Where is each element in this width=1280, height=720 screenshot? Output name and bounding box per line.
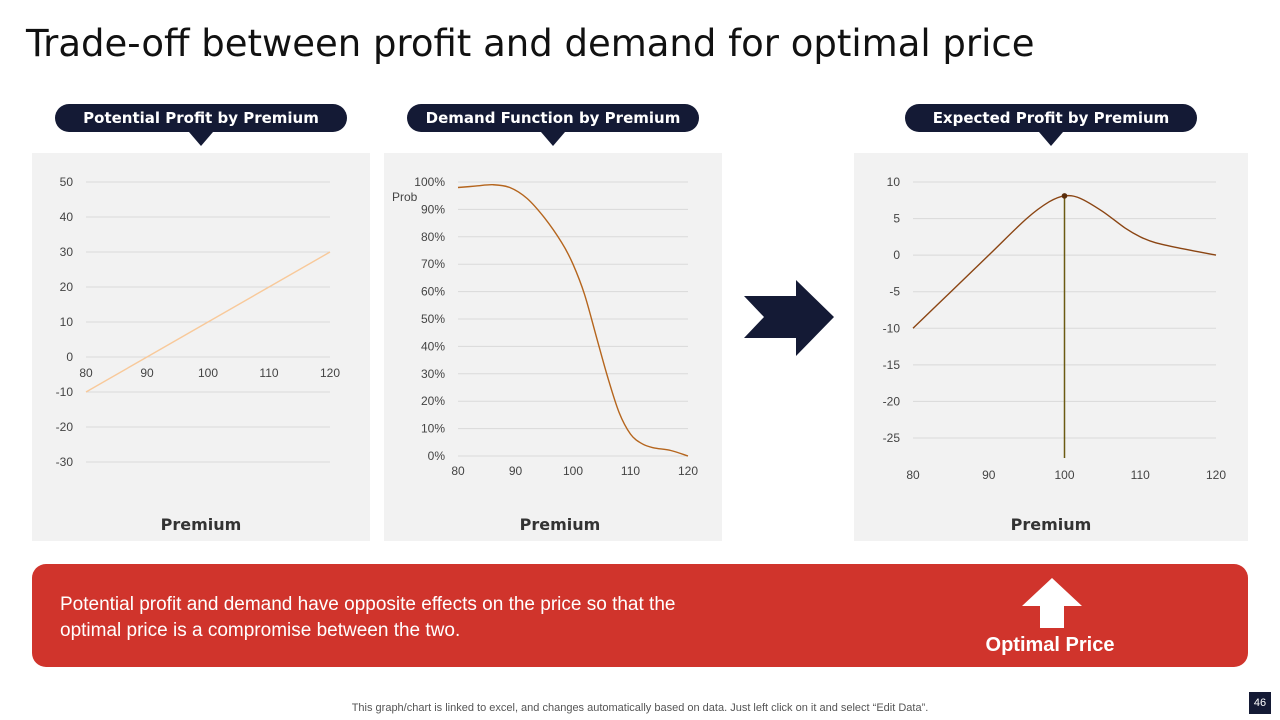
conclusion-banner: Potential profit and demand have opposit… — [32, 564, 1248, 667]
potential-profit-y-tick: 20 — [60, 280, 74, 294]
demand-function-series-line — [457, 183, 689, 457]
expected-profit-y-tick: -5 — [889, 285, 900, 299]
demand-function-y-tick: 50% — [421, 312, 445, 326]
potential-profit-y-tick: 50 — [60, 175, 74, 189]
demand-function-y-tick: 90% — [421, 202, 445, 216]
potential-profit-x-tick: 90 — [140, 366, 154, 380]
demand-function-y-tick: 30% — [421, 367, 445, 381]
potential-profit-y-tick: -10 — [56, 385, 74, 399]
right-arrow-icon — [744, 280, 834, 356]
demand-function-y-tick: 20% — [421, 394, 445, 408]
potential-profit-x-tick: 110 — [259, 366, 278, 380]
potential-profit-y-tick: -30 — [56, 455, 74, 469]
expected-profit-x-tick: 90 — [982, 468, 996, 482]
expected-profit-optimal-point — [1061, 193, 1068, 199]
demand-function-x-tick: 100 — [563, 464, 583, 478]
demand-function-xlabel: Premium — [520, 515, 601, 534]
demand-function-y-tick: 60% — [421, 285, 445, 299]
potential-profit-y-tick: 40 — [60, 210, 74, 224]
expected-profit-y-tick: 0 — [893, 248, 900, 262]
up-arrow-icon — [1022, 578, 1082, 628]
expected-profit-xlabel: Premium — [1011, 515, 1092, 534]
demand-function-ylabel: Prob — [392, 190, 418, 204]
potential-profit-chart: 50 40 30 20 10 0 -10 -20 -30 80 90 100 110 120 Premi… — [32, 153, 370, 541]
demand-function-y-tick: 100% — [414, 175, 445, 189]
demand-function-x-tick: 90 — [509, 464, 523, 478]
demand-function-x-tick: 110 — [621, 464, 640, 478]
slide-title: Trade-off between profit and demand for … — [26, 22, 1035, 65]
expected-profit-x-tick: 100 — [1054, 468, 1074, 482]
expected-profit-x-tick: 120 — [1206, 468, 1226, 482]
expected-profit-y-tick: -10 — [883, 321, 901, 335]
optimal-price-label: Optimal Price — [985, 634, 1115, 656]
demand-function-x-tick: 80 — [451, 464, 465, 478]
potential-profit-header: Potential Profit by Premium — [55, 104, 347, 146]
potential-profit-y-tick: 30 — [60, 245, 74, 259]
demand-function-y-tick: 40% — [421, 339, 445, 353]
expected-profit-header: Expected Profit by Premium — [905, 104, 1197, 146]
potential-profit-series-line — [85, 251, 331, 393]
expected-profit-y-tick: -25 — [883, 431, 901, 445]
potential-profit-y-tick: 10 — [60, 315, 74, 329]
expected-profit-x-tick: 110 — [1131, 468, 1150, 482]
demand-function-y-tick: 0% — [428, 449, 446, 463]
expected-profit-chart: 10 5 0 -5 -10 -15 -20 -25 80 90 100 110 120 Premium — [854, 153, 1248, 541]
page-number: 46 — [1249, 692, 1271, 714]
expected-profit-x-tick: 80 — [906, 468, 920, 482]
demand-function-y-tick: 10% — [421, 422, 445, 436]
expected-profit-y-tick: 10 — [887, 175, 901, 189]
demand-function-plot: 100% 90% 80% 70% 60% 50% 40% 30% 20% 10% 0% 80 90 10… — [392, 175, 698, 534]
potential-profit-x-tick: 100 — [198, 366, 218, 380]
expected-profit-y-tick: 5 — [893, 212, 900, 226]
potential-profit-xlabel: Premium — [161, 515, 242, 534]
expected-profit-plot: 10 5 0 -5 -10 -15 -20 -25 80 90 100 110 120 Premium — [883, 175, 1227, 534]
expected-profit-series-line — [912, 194, 1217, 329]
banner-text: Potential profit and demand have opposit… — [60, 594, 676, 641]
demand-function-chart: 100% 90% 80% 70% 60% 50% 40% 30% 20% 10% 0% 80 90 10… — [384, 153, 722, 541]
potential-profit-x-tick: 80 — [79, 366, 93, 380]
expected-profit-y-tick: -15 — [883, 358, 901, 372]
potential-profit-y-tick: -20 — [56, 420, 74, 434]
demand-function-header: Demand Function by Premium — [407, 104, 699, 146]
potential-profit-y-tick: 0 — [66, 350, 73, 364]
demand-function-x-tick: 120 — [678, 464, 698, 478]
footer-note: This graph/chart is linked to excel, and… — [351, 702, 929, 714]
demand-function-y-tick: 80% — [421, 230, 445, 244]
potential-profit-x-tick: 120 — [320, 366, 340, 380]
expected-profit-y-tick: -20 — [883, 394, 901, 408]
demand-function-y-tick: 70% — [421, 257, 445, 271]
